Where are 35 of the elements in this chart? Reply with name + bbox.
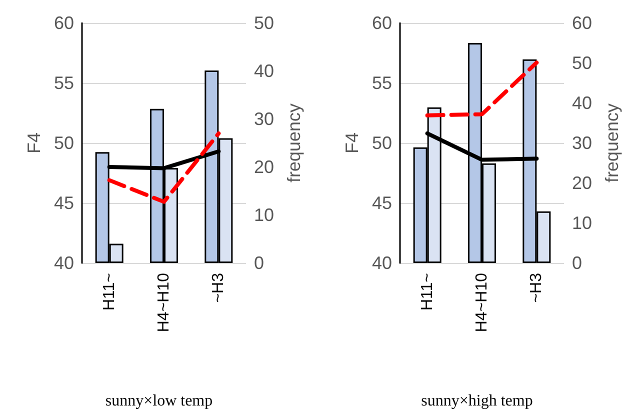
x-tick-label: ~H3 — [528, 272, 546, 303]
y2-tick-label: 50 — [572, 53, 592, 73]
x-tick-label: H11~ — [418, 273, 436, 311]
y2-tick-label: 40 — [254, 61, 274, 81]
x-tick-label: H4~H10 — [156, 272, 172, 332]
y2-tick-label: 0 — [572, 253, 582, 273]
y2-tick-label: 0 — [254, 253, 264, 273]
y-tick-label: 50 — [54, 133, 74, 153]
y-axis-title: F4 — [24, 132, 44, 154]
y2-tick-label: 20 — [254, 157, 274, 177]
x-tick-label: H11~ — [100, 273, 118, 311]
y-tick-label: 45 — [54, 193, 74, 213]
y2-tick-label: 60 — [572, 13, 592, 33]
y-tick-label: 45 — [372, 193, 392, 213]
y-tick-label: 40 — [372, 253, 392, 273]
y2-tick-label: 10 — [572, 213, 592, 233]
y-tick-label: 55 — [54, 73, 74, 93]
y-axis-title: F4 — [342, 132, 362, 154]
y-tick-label: 60 — [54, 13, 74, 33]
x-tick-label: ~H3 — [210, 272, 228, 303]
y2-axis-title: frequency — [284, 103, 304, 183]
y2-tick-label: 50 — [254, 13, 274, 33]
y2-tick-label: 30 — [254, 109, 274, 129]
y2-tick-label: 20 — [572, 173, 592, 193]
text: sunny×high temp — [421, 392, 533, 410]
text: sunny×low temp — [105, 392, 213, 410]
y-tick-label: 50 — [372, 133, 392, 153]
y2-axis-title: frequency — [602, 103, 622, 183]
y2-tick-label: 40 — [572, 93, 592, 113]
y2-tick-label: 10 — [254, 205, 274, 225]
y-tick-label: 40 — [54, 253, 74, 273]
y-tick-label: 55 — [372, 73, 392, 93]
x-tick-label: H4~H10 — [474, 272, 490, 332]
y2-tick-label: 30 — [572, 133, 592, 153]
y-tick-label: 60 — [372, 13, 392, 33]
